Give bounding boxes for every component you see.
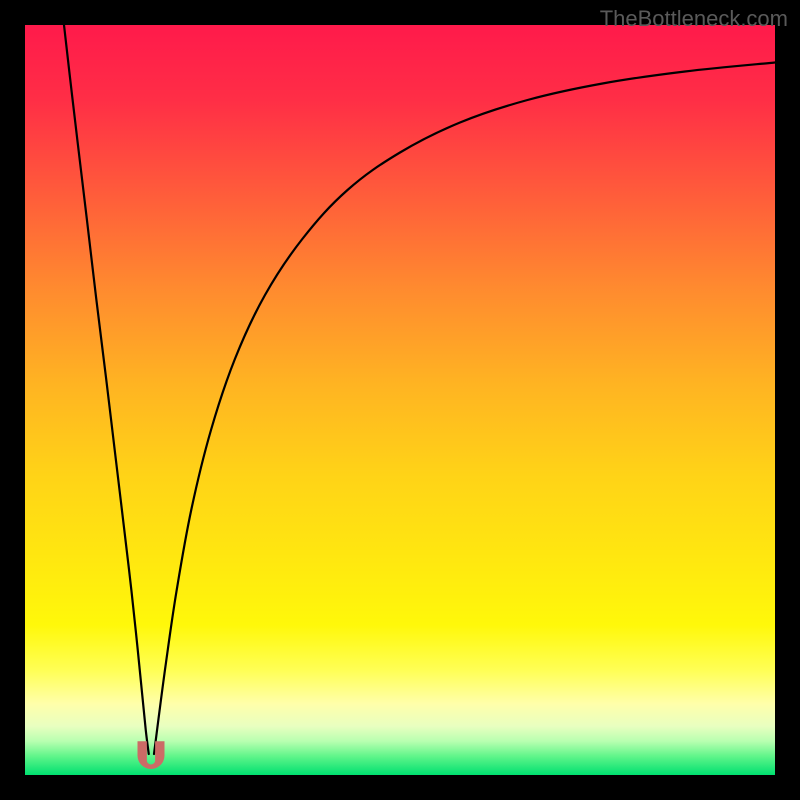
watermark-text: TheBottleneck.com — [600, 6, 788, 32]
plot-area — [25, 25, 775, 775]
gradient-background — [25, 25, 775, 775]
plot-svg — [25, 25, 775, 775]
